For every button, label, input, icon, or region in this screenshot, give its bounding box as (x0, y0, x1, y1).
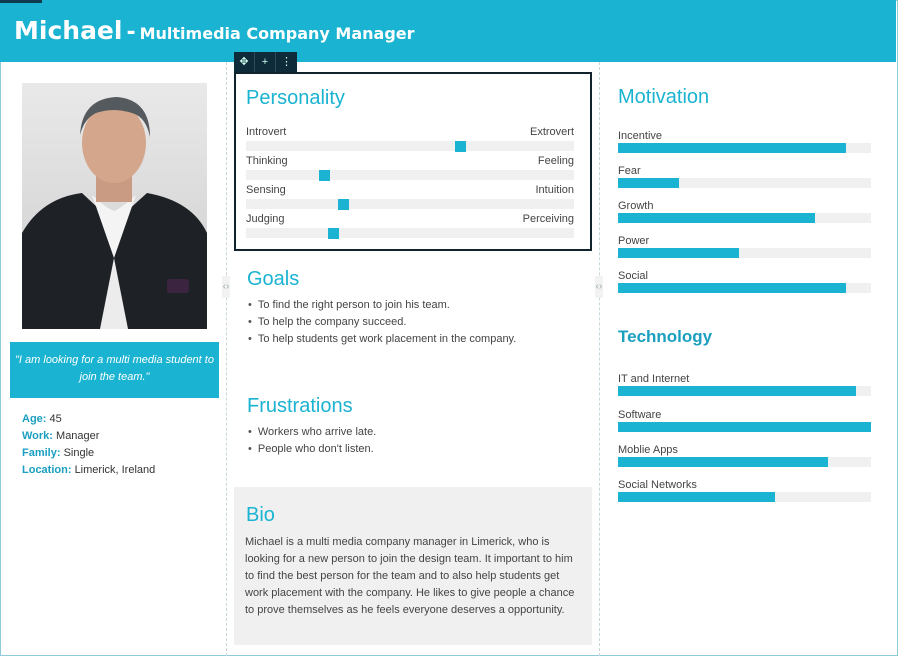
list-item: People who don't listen. (248, 441, 376, 458)
bio-text: Michael is a multi media company manager… (245, 536, 575, 616)
column-resize-handle-right[interactable]: ‹› (595, 276, 603, 298)
trait-right-label: Intuition (535, 184, 574, 196)
trait-left-label: Judging (246, 213, 285, 225)
persona-photo (22, 83, 207, 329)
bio-block[interactable]: Bio Michael is a multi media company man… (234, 487, 592, 645)
add-icon[interactable]: + (255, 52, 276, 72)
meter-fill (618, 492, 775, 502)
list-item: To find the right person to join his tea… (248, 297, 516, 314)
meter-track (618, 457, 871, 467)
motivation-meter: Incentive (618, 130, 871, 153)
meter-track (618, 248, 871, 258)
header-tab-indicator (0, 0, 42, 3)
persona-quote: "I am looking for a multi media student … (10, 342, 219, 398)
list-item: To help the company succeed. (248, 314, 516, 331)
meter-label: Growth (618, 200, 654, 212)
column-divider-left (226, 62, 227, 656)
persona-photo-illustration (22, 83, 207, 329)
column-divider-right (599, 62, 600, 656)
meter-label: Incentive (618, 130, 663, 142)
meter-fill (618, 457, 828, 467)
meter-track (618, 492, 871, 502)
trait-left-label: Introvert (246, 126, 287, 138)
fact-family: Family: Single (22, 447, 95, 459)
meter-label: Fear (618, 165, 641, 177)
fact-location: Location: Limerick, Ireland (22, 464, 156, 476)
trait-slider[interactable] (246, 228, 574, 239)
title-dash: - (126, 20, 136, 45)
meter-label: Moblie Apps (618, 444, 678, 456)
trait-left-label: Sensing (246, 184, 286, 196)
goals-title: Goals (247, 268, 300, 290)
persona-role: Multimedia Company Manager (139, 24, 415, 43)
trait-right-label: Perceiving (522, 213, 574, 225)
motivation-title: Motivation (618, 86, 710, 108)
frustrations-list[interactable]: Workers who arrive late. People who don'… (248, 424, 376, 458)
meter-track (618, 178, 871, 188)
persona-facts: Age: 45 Work: Manager Family: Single Loc… (22, 411, 155, 479)
more-icon[interactable]: ⋮ (281, 56, 292, 68)
list-item: Workers who arrive late. (248, 424, 376, 441)
persona-name: Michael (14, 16, 123, 45)
trait-slider[interactable] (246, 199, 574, 210)
trait-left-label: Thinking (246, 155, 288, 167)
meter-track (618, 422, 871, 432)
column-resize-handle-left[interactable]: ‹› (222, 276, 230, 298)
technology-meter: IT and Internet (618, 373, 871, 396)
trait-marker[interactable] (338, 199, 349, 210)
meter-fill (618, 178, 679, 188)
meter-track (618, 213, 871, 223)
technology-meter: Social Networks (618, 479, 871, 502)
technology-meter: Software (618, 409, 871, 432)
meter-fill (618, 422, 871, 432)
personality-title: Personality (246, 87, 345, 109)
meter-label: Software (618, 409, 662, 421)
technology-title: Technology (618, 327, 713, 346)
fact-work: Work: Manager (22, 430, 100, 442)
trait-marker[interactable] (455, 141, 466, 152)
meter-track (618, 283, 871, 293)
motivation-meter: Growth (618, 200, 871, 223)
trait-marker[interactable] (328, 228, 339, 239)
meter-fill (618, 248, 740, 258)
list-item: To help students get work placement in t… (248, 331, 516, 348)
meter-fill (618, 213, 816, 223)
block-toolbar: ✥ + ⋮ (234, 52, 297, 72)
trait-right-label: Extrovert (529, 126, 574, 138)
goals-list[interactable]: To find the right person to join his tea… (248, 297, 516, 348)
header-bar: Michael - Multimedia Company Manager (0, 0, 896, 62)
trait-slider[interactable] (246, 170, 574, 181)
trait-marker[interactable] (319, 170, 330, 181)
meter-label: IT and Internet (618, 373, 690, 385)
motivation-meter: Power (618, 235, 871, 258)
meter-track (618, 386, 871, 396)
fact-age: Age: 45 (22, 413, 62, 425)
motivation-meter: Social (618, 270, 871, 293)
bio-title: Bio (246, 504, 275, 526)
trait-right-label: Feeling (537, 155, 574, 167)
meter-track (618, 143, 871, 153)
meter-label: Social (618, 270, 648, 282)
meter-fill (618, 143, 846, 153)
move-icon[interactable]: ✥ (234, 52, 255, 72)
meter-fill (618, 283, 846, 293)
technology-meter: Moblie Apps (618, 444, 871, 467)
meter-fill (618, 386, 856, 396)
persona-title: Michael - Multimedia Company Manager (14, 16, 415, 45)
personality-block[interactable]: Personality Introvert Extrovert Thinking… (234, 72, 592, 251)
motivation-meter: Fear (618, 165, 871, 188)
trait-slider[interactable] (246, 141, 574, 152)
meter-label: Social Networks (618, 479, 697, 491)
frustrations-title: Frustrations (247, 395, 353, 417)
meter-label: Power (618, 235, 650, 247)
